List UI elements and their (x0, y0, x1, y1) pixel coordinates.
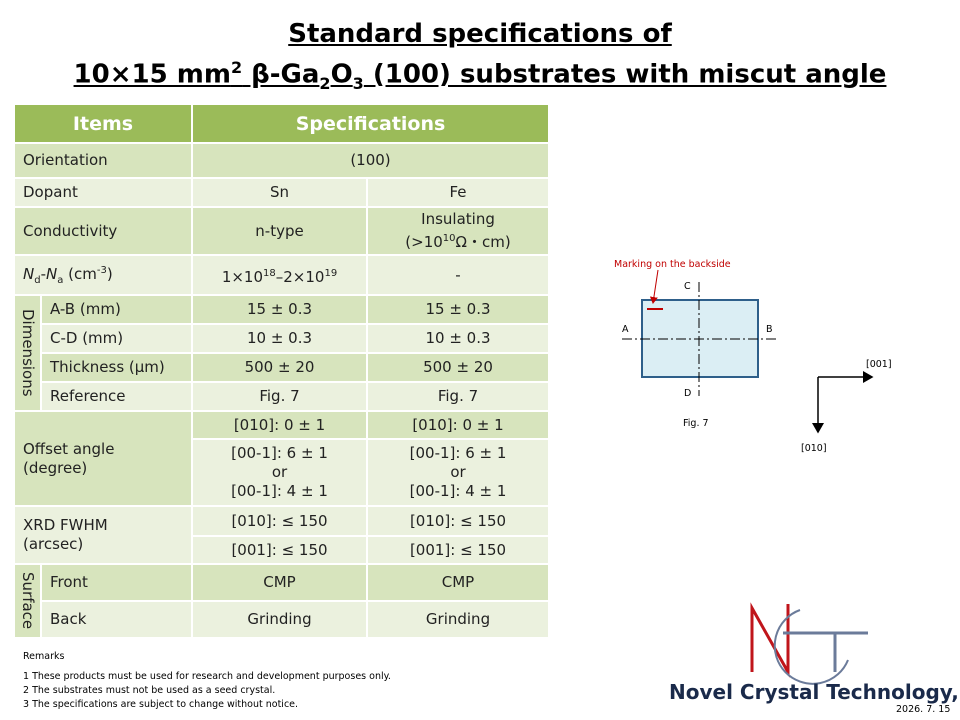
header-cell: Specifications (190, 103, 551, 144)
cell: n-type (191, 206, 368, 256)
t: 1×10 (221, 267, 264, 286)
marking-arrow (649, 269, 659, 304)
cell: 1×1018–2×1019 (191, 254, 368, 296)
t: or (450, 463, 466, 481)
t: [00-1]: 4 ± 1 (409, 482, 507, 500)
header-cell: Items (13, 103, 193, 144)
t: d (34, 274, 41, 286)
title-line: 10×15 mm2 β-Ga2O3 (100) substrates with … (0, 51, 960, 100)
t: [00-1]: 6 ± 1 (231, 444, 328, 462)
cell: Grinding (365, 600, 551, 639)
cell: CMP (191, 563, 368, 602)
cell: Front (40, 563, 193, 602)
remark: 3 The specifications are subject to chan… (23, 699, 299, 710)
cell: Reference (40, 381, 193, 412)
point-label: C (684, 281, 691, 292)
cell: Back (40, 600, 193, 639)
cell: [001]: ≤ 150 (191, 535, 368, 565)
cell: Fig. 7 (365, 381, 551, 412)
cell: [001]: ≤ 150 (365, 535, 551, 565)
cell: XRD FWHM (arcsec) (13, 505, 193, 565)
logo (750, 602, 868, 685)
cell: 500 ± 20 (365, 352, 551, 383)
cell: [010]: 0 ± 1 (191, 410, 368, 440)
t: 2 (319, 73, 331, 93)
t: N (46, 264, 58, 283)
point-label: B (766, 324, 773, 335)
direction-label: [001] (866, 359, 892, 370)
t: [00-1]: 4 ± 1 (231, 482, 328, 500)
cell: 500 ± 20 (191, 352, 368, 383)
cell: [00-1]: 6 ± 1 or [00-1]: 4 ± 1 (191, 438, 368, 507)
cell: Sn (191, 177, 368, 208)
t: Ω・cm) (455, 233, 511, 251)
cell: A-B (mm) (40, 294, 193, 325)
t: O (330, 59, 353, 90)
title-line: Standard specifications of (288, 19, 672, 49)
t: (100) substrates with miscut angle (363, 59, 887, 90)
cell: (100) (190, 142, 551, 179)
t: ) (106, 264, 113, 283)
t: 2 (230, 58, 243, 77)
cell: - (365, 254, 551, 296)
t: XRD FWHM (23, 516, 108, 534)
t: -3 (96, 264, 107, 276)
t: 10 (442, 233, 456, 244)
t: Insulating (421, 210, 495, 228)
t: β-Ga (242, 59, 320, 90)
t: (degree) (23, 458, 88, 477)
cell: Fig. 7 (191, 381, 368, 412)
figure-caption: Fig. 7 (683, 418, 709, 429)
group-cell: Surface (13, 563, 42, 639)
company-name: Novel Crystal Technology, Inc. (669, 680, 960, 704)
cell: Fe (365, 177, 551, 208)
cell: 10 ± 0.3 (191, 323, 368, 354)
cell: [010]: ≤ 150 (365, 505, 551, 537)
remarks-title: Remarks (23, 651, 65, 662)
date: 2026. 7. 15 (896, 704, 951, 715)
cell: CMP (365, 563, 551, 602)
point-label: A (622, 324, 629, 335)
direction-label: [010] (801, 443, 827, 454)
t: 3 (352, 73, 364, 93)
remark: 1 These products must be used for resear… (23, 671, 391, 682)
t: (arcsec) (23, 535, 84, 553)
cell: [010]: 0 ± 1 (365, 410, 551, 440)
cell: Conductivity (13, 206, 193, 256)
remarks: Remarks 1 These products must be used fo… (23, 650, 391, 712)
marking-label: Marking on the backside (614, 259, 731, 270)
cell: 15 ± 0.3 (191, 294, 368, 325)
cell: Dopant (13, 177, 193, 208)
t: (cm (63, 264, 97, 283)
t: N (23, 264, 35, 283)
t: or (271, 463, 288, 481)
group-cell: Dimensions (13, 294, 42, 412)
cell: Orientation (13, 142, 193, 179)
cell: Grinding (191, 600, 368, 639)
cell: Insulating (>1010Ω・cm) (365, 206, 551, 256)
cell: [010]: ≤ 150 (191, 505, 368, 537)
cell: C-D (mm) (40, 323, 193, 354)
t: 18 (263, 267, 276, 279)
t: - (40, 264, 47, 283)
cell: [00-1]: 6 ± 1 or [00-1]: 4 ± 1 (365, 438, 551, 507)
remark: 2 The substrates must not be used as a s… (23, 685, 276, 696)
cell: 10 ± 0.3 (365, 323, 551, 354)
title: Standard specifications of 10×15 mm2 β-G… (0, 18, 960, 100)
cell: Nd-Na (cm-3) (13, 254, 193, 296)
t: a (57, 274, 64, 286)
point-label: D (684, 388, 691, 399)
cell: 15 ± 0.3 (365, 294, 551, 325)
t: (>10 (405, 233, 443, 251)
t: Offset angle (23, 439, 115, 458)
t: 10×15 mm (73, 59, 231, 90)
t: [00-1]: 6 ± 1 (409, 444, 507, 462)
t: –2×10 (275, 267, 325, 286)
t: 19 (324, 267, 338, 279)
cell: Thickness (μm) (40, 352, 193, 383)
cell: Offset angle (degree) (13, 410, 193, 507)
spec-table: Items Specifications Orientation (100) Dop… (13, 103, 551, 639)
